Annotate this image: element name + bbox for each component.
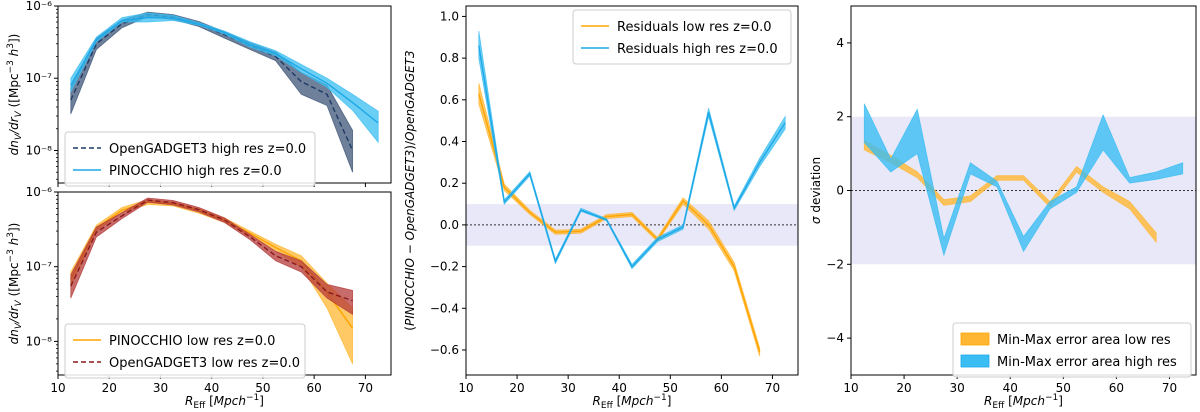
y-tick-label: −0.6 bbox=[430, 343, 459, 357]
plot-area bbox=[851, 103, 1196, 265]
y-axis-title: dnV/drV ([Mpc−3 h3]) bbox=[6, 223, 24, 345]
x-tick-label: 20 bbox=[896, 381, 911, 395]
legend-box bbox=[64, 323, 306, 379]
y-tick-label: −0.2 bbox=[430, 260, 459, 274]
x-tick-label: 30 bbox=[950, 381, 965, 395]
panel-middle: 10 20 30 40 50 60 70 −0.6 −0.4 −0.2 0.0 0.2 0.4 0.6 0.… bbox=[403, 5, 799, 411]
y-axis-title: (PINOCCHIO − OpenGADGET3)/OpenGADGET3 bbox=[403, 50, 417, 330]
legend-box bbox=[952, 322, 1192, 378]
plot-area bbox=[70, 197, 354, 365]
x-tick-label: 10 bbox=[458, 381, 473, 395]
y-tick-label: 10⁻⁷ bbox=[26, 71, 53, 85]
x-tick-label: 40 bbox=[612, 381, 627, 395]
legend-label: Residuals high res z=0.0 bbox=[617, 42, 778, 57]
error-band bbox=[863, 103, 1184, 257]
y-tick-label: 4 bbox=[836, 36, 844, 50]
plot-area bbox=[466, 30, 798, 357]
series-line bbox=[478, 93, 761, 353]
legend-label: PINOCCHIO low res z=0.0 bbox=[109, 334, 275, 349]
series-line bbox=[70, 16, 379, 124]
legend-label: PINOCCHIO high res z=0.0 bbox=[109, 164, 282, 179]
x-axis-title: REff [Mpch−1] bbox=[185, 393, 264, 411]
error-band bbox=[863, 140, 1157, 244]
y-tick-label: 0.4 bbox=[440, 135, 459, 149]
x-tick-label: 70 bbox=[765, 381, 780, 395]
axes-frame bbox=[465, 5, 799, 376]
y-tick-label: 2 bbox=[836, 110, 844, 124]
legend-label: Min-Max error area high res bbox=[997, 355, 1177, 370]
x-axis-title: REff [Mpch−1] bbox=[593, 393, 672, 411]
x-tick-label: 70 bbox=[1162, 381, 1177, 395]
x-axis-title: REff [Mpch−1] bbox=[984, 393, 1063, 411]
y-tick-label: −4 bbox=[826, 331, 844, 345]
x-tick-label: 10 bbox=[50, 381, 65, 395]
series-line bbox=[70, 199, 353, 302]
y-tick-label: 0.2 bbox=[440, 176, 459, 190]
y-tick-label: 10⁻⁶ bbox=[26, 185, 53, 199]
y-tick-label: 0.6 bbox=[440, 93, 459, 107]
panel-top-left: 10⁻⁸ 10⁻⁷ 10⁻⁶ dnV/drV ([Mpc−3 h3]) OpenGADG… bbox=[6, 0, 392, 187]
y-tick-label: 0.0 bbox=[440, 218, 459, 232]
series-line bbox=[478, 45, 786, 268]
x-tick-label: 30 bbox=[153, 381, 168, 395]
y-axis-title: σ deviation bbox=[809, 157, 823, 224]
y-axis-title: dnV/drV ([Mpc−3 h3]) bbox=[6, 34, 24, 156]
x-tick-label: 60 bbox=[307, 381, 322, 395]
error-band bbox=[478, 30, 786, 270]
y-tick-label: 10⁻⁸ bbox=[26, 143, 53, 157]
x-tick-label: 70 bbox=[358, 381, 373, 395]
y-tick-label: 1.0 bbox=[440, 9, 459, 23]
plot-area bbox=[70, 11, 379, 173]
legend-box bbox=[64, 131, 316, 187]
x-tick-label: 50 bbox=[255, 381, 270, 395]
error-band bbox=[70, 197, 353, 316]
y-tick-label: 10⁻⁸ bbox=[26, 334, 53, 348]
legend-label: OpenGADGET3 low res z=0.0 bbox=[109, 356, 300, 371]
x-tick-label: 50 bbox=[1056, 381, 1071, 395]
legend-label: Residuals low res z=0.0 bbox=[617, 20, 772, 35]
y-tick-label: 0.8 bbox=[440, 51, 459, 65]
legend-label: OpenGADGET3 high res z=0.0 bbox=[109, 142, 306, 157]
legend-patch bbox=[960, 354, 990, 368]
x-tick-label: 60 bbox=[1109, 381, 1124, 395]
x-tick-label: 40 bbox=[1003, 381, 1018, 395]
legend-patch bbox=[960, 332, 990, 346]
x-tick-label: 30 bbox=[561, 381, 576, 395]
legend-box bbox=[572, 9, 792, 65]
x-tick-label: 60 bbox=[714, 381, 729, 395]
panel-right: 10 20 30 40 50 60 70 −4 −2 0 2 4 σ deviation REff [Mp… bbox=[809, 5, 1197, 411]
legend-label: Min-Max error area low res bbox=[997, 333, 1171, 348]
y-tick-label: 10⁻⁷ bbox=[26, 260, 53, 274]
panel-bottom-left: 10 20 30 40 50 60 70 10⁻⁸ 10⁻⁷ 10⁻⁶ dnV/drV ([Mpc−… bbox=[6, 185, 392, 411]
x-tick-label: 50 bbox=[663, 381, 678, 395]
x-tick-label: 10 bbox=[843, 381, 858, 395]
y-tick-label: −2 bbox=[826, 257, 844, 271]
y-tick-label: 10⁻⁶ bbox=[26, 0, 53, 13]
y-tick-label: −0.4 bbox=[430, 301, 459, 315]
y-tick-label: 0 bbox=[836, 184, 844, 198]
x-tick-label: 20 bbox=[509, 381, 524, 395]
x-tick-label: 40 bbox=[204, 381, 219, 395]
x-tick-label: 20 bbox=[102, 381, 117, 395]
